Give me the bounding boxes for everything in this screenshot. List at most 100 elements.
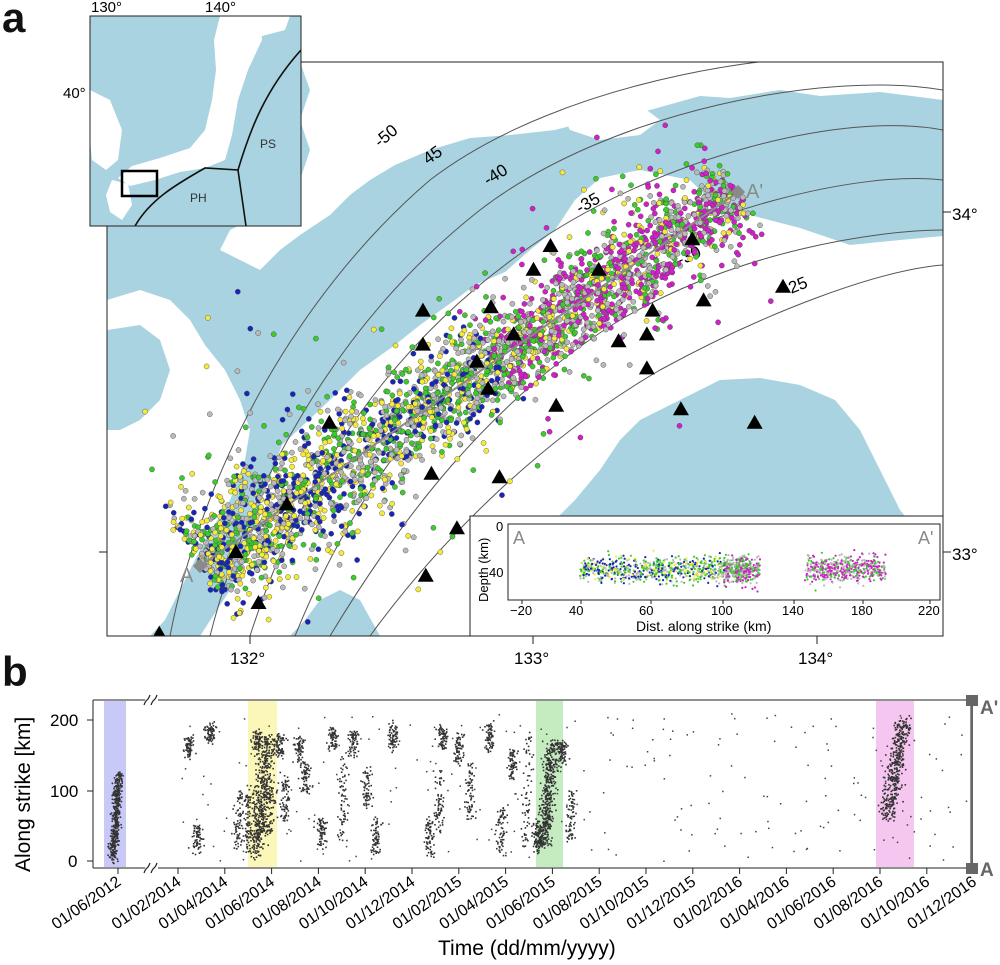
section-point bbox=[839, 562, 842, 565]
section-point bbox=[709, 567, 712, 570]
epicenter bbox=[370, 433, 377, 439]
epicenter bbox=[391, 369, 398, 376]
section-point bbox=[823, 584, 826, 587]
epicenter bbox=[179, 475, 185, 481]
epicenter bbox=[465, 348, 472, 355]
epicenter bbox=[475, 382, 482, 389]
section-point bbox=[691, 559, 694, 563]
epicenter bbox=[181, 536, 188, 542]
epicenter bbox=[454, 391, 461, 398]
epicenter bbox=[295, 404, 302, 411]
epicenter bbox=[397, 472, 404, 478]
epicenter bbox=[479, 379, 486, 386]
epicenter bbox=[405, 403, 412, 410]
section-point bbox=[679, 558, 682, 561]
epicenter bbox=[443, 339, 449, 346]
section-point bbox=[695, 578, 698, 581]
tremor-point bbox=[112, 793, 114, 796]
section-point bbox=[667, 564, 670, 568]
epicenter bbox=[427, 435, 434, 442]
section-point bbox=[627, 574, 631, 577]
station-triangle bbox=[414, 336, 431, 351]
epicenter bbox=[405, 533, 412, 539]
depth-section-ytick-0: 0 bbox=[496, 519, 503, 534]
section-point bbox=[753, 574, 756, 577]
epicenter bbox=[497, 419, 503, 426]
depth-section-xlabel: Dist. along strike (km) bbox=[636, 618, 771, 634]
section-point bbox=[719, 560, 722, 564]
section-point bbox=[870, 562, 873, 565]
epicenter bbox=[336, 441, 343, 448]
epicenter bbox=[291, 513, 298, 519]
section-point bbox=[864, 570, 867, 573]
epicenter bbox=[325, 547, 331, 553]
epicenter bbox=[768, 298, 774, 304]
epicenter bbox=[214, 584, 221, 591]
epicenter bbox=[469, 286, 476, 293]
epicenter bbox=[278, 543, 285, 549]
epicenter bbox=[340, 359, 347, 366]
epicenter bbox=[645, 242, 652, 249]
section-point bbox=[884, 577, 887, 581]
epicenter bbox=[649, 254, 656, 261]
section-point bbox=[693, 563, 697, 566]
epicenter bbox=[199, 536, 205, 543]
section-point bbox=[672, 584, 675, 587]
epicenter bbox=[205, 452, 212, 459]
section-point bbox=[830, 575, 833, 578]
inset-land-hokkaido bbox=[240, 16, 290, 36]
section-point bbox=[670, 555, 674, 558]
epicenter bbox=[437, 549, 444, 555]
section-point bbox=[657, 558, 660, 561]
epicenter bbox=[346, 394, 353, 401]
epicenter bbox=[183, 528, 190, 534]
section-point bbox=[833, 560, 836, 563]
epicenter bbox=[617, 190, 624, 197]
epicenter bbox=[563, 273, 569, 280]
epicenter bbox=[442, 377, 449, 384]
section-point bbox=[868, 552, 871, 555]
section-point bbox=[756, 590, 759, 593]
epicenter bbox=[685, 213, 692, 219]
epicenter bbox=[383, 446, 390, 452]
section-point bbox=[748, 571, 751, 574]
station-triangle bbox=[321, 414, 338, 429]
section-point bbox=[827, 573, 830, 576]
epicenter bbox=[455, 350, 462, 357]
section-point bbox=[582, 577, 585, 580]
section-point bbox=[675, 570, 678, 573]
epicenter bbox=[500, 294, 507, 301]
epicenter bbox=[403, 366, 409, 373]
epicenter bbox=[705, 192, 711, 199]
epicenter bbox=[337, 494, 343, 501]
section-xtick-label: −20 bbox=[510, 603, 532, 618]
epicenter bbox=[453, 345, 459, 352]
epicenter bbox=[369, 421, 376, 428]
epicenter bbox=[403, 448, 410, 455]
epicenter bbox=[170, 509, 177, 516]
section-point bbox=[670, 574, 674, 577]
epicenter bbox=[569, 295, 575, 302]
epicenter bbox=[309, 521, 315, 528]
epicenter bbox=[462, 312, 468, 319]
epicenter bbox=[523, 294, 530, 301]
epicenter bbox=[323, 491, 330, 498]
epicenter bbox=[324, 454, 331, 460]
section-point bbox=[642, 569, 645, 572]
section-point bbox=[649, 572, 653, 575]
epicenter bbox=[217, 494, 223, 500]
section-point bbox=[741, 586, 744, 590]
section-point bbox=[665, 558, 669, 561]
section-xtick-label: 60 bbox=[639, 603, 653, 618]
epicenter bbox=[354, 557, 360, 563]
section-point bbox=[877, 560, 880, 563]
section-point bbox=[600, 559, 603, 562]
section-point bbox=[756, 574, 759, 577]
epicenter bbox=[236, 610, 243, 616]
epicenter bbox=[322, 533, 328, 539]
section-point bbox=[718, 552, 721, 555]
epicenter bbox=[429, 414, 435, 421]
epicenter bbox=[301, 443, 308, 449]
section-point bbox=[753, 586, 757, 589]
